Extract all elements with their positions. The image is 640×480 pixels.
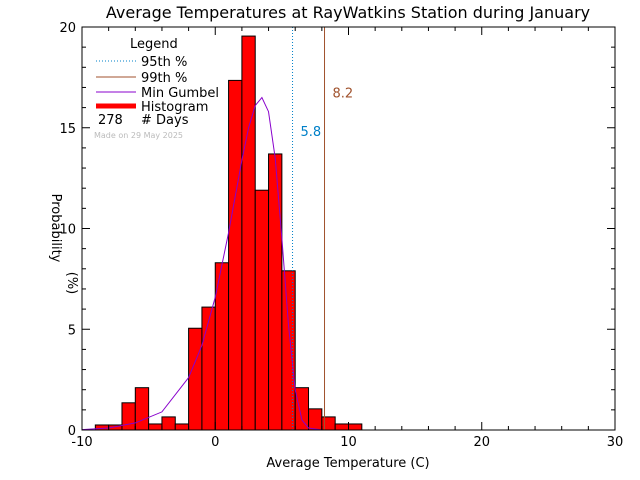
x-tick-label: 20 <box>473 435 490 450</box>
x-tick-label: 30 <box>607 435 624 450</box>
histogram-bar <box>134 387 150 431</box>
legend-title: Legend <box>130 37 178 52</box>
histogram-bar <box>188 327 203 431</box>
y-tick-label: 20 <box>59 21 76 36</box>
y-tick-label: 15 <box>59 122 76 137</box>
y-axis-label: Probability <box>48 194 63 263</box>
histogram-bar <box>121 402 136 431</box>
histogram-bar <box>241 35 256 431</box>
legend-days-label: # Days <box>141 113 189 128</box>
histogram-bar <box>348 423 363 431</box>
legend-p99-label: 99th % <box>141 71 187 86</box>
histogram-bar <box>294 387 310 431</box>
histogram-bar <box>201 306 216 431</box>
histogram-bar <box>94 424 110 431</box>
legend-gumbel-label: Min Gumbel <box>141 86 219 101</box>
histogram-bar <box>281 270 296 431</box>
histogram-bar <box>161 416 176 431</box>
y-axis-unit: (%) <box>64 272 79 295</box>
y-tick-label: 5 <box>68 323 76 338</box>
x-axis-ticks: -10 0 10 20 30 <box>71 27 623 450</box>
x-tick-label: -10 <box>71 435 92 450</box>
legend-histogram-label: Histogram <box>141 100 208 115</box>
x-tick-label: 10 <box>340 435 357 450</box>
x-axis-label: Average Temperature (C) <box>266 456 429 471</box>
histogram-bar <box>254 189 270 431</box>
gumbel-curve <box>81 96 322 431</box>
histogram-bars <box>94 35 363 431</box>
chart-title: Average Temperatures at RayWatkins Stati… <box>106 3 590 22</box>
y-tick-label: 10 <box>59 223 76 238</box>
x-tick-label: 0 <box>211 435 219 450</box>
made-on-note: Made on 29 May 2025 <box>94 131 183 140</box>
legend-p95-label: 95th % <box>141 55 187 70</box>
histogram-bar <box>174 423 190 431</box>
histogram-bar <box>308 408 323 431</box>
legend-days-count: 278 <box>98 113 123 128</box>
histogram-bar <box>334 423 349 431</box>
percentile-99-label: 8.2 <box>333 87 354 102</box>
y-axis-ticks: 0 5 10 15 20 <box>59 21 615 439</box>
histogram-bar <box>321 416 336 431</box>
legend: Legend 95th % 99th % Min Gumbel Histogra… <box>94 37 219 140</box>
histogram-bar <box>268 153 283 431</box>
histogram-bar <box>228 79 243 431</box>
percentile-95-label: 5.8 <box>301 125 322 140</box>
y-tick-label: 0 <box>68 424 76 439</box>
histogram-bar <box>148 423 163 431</box>
